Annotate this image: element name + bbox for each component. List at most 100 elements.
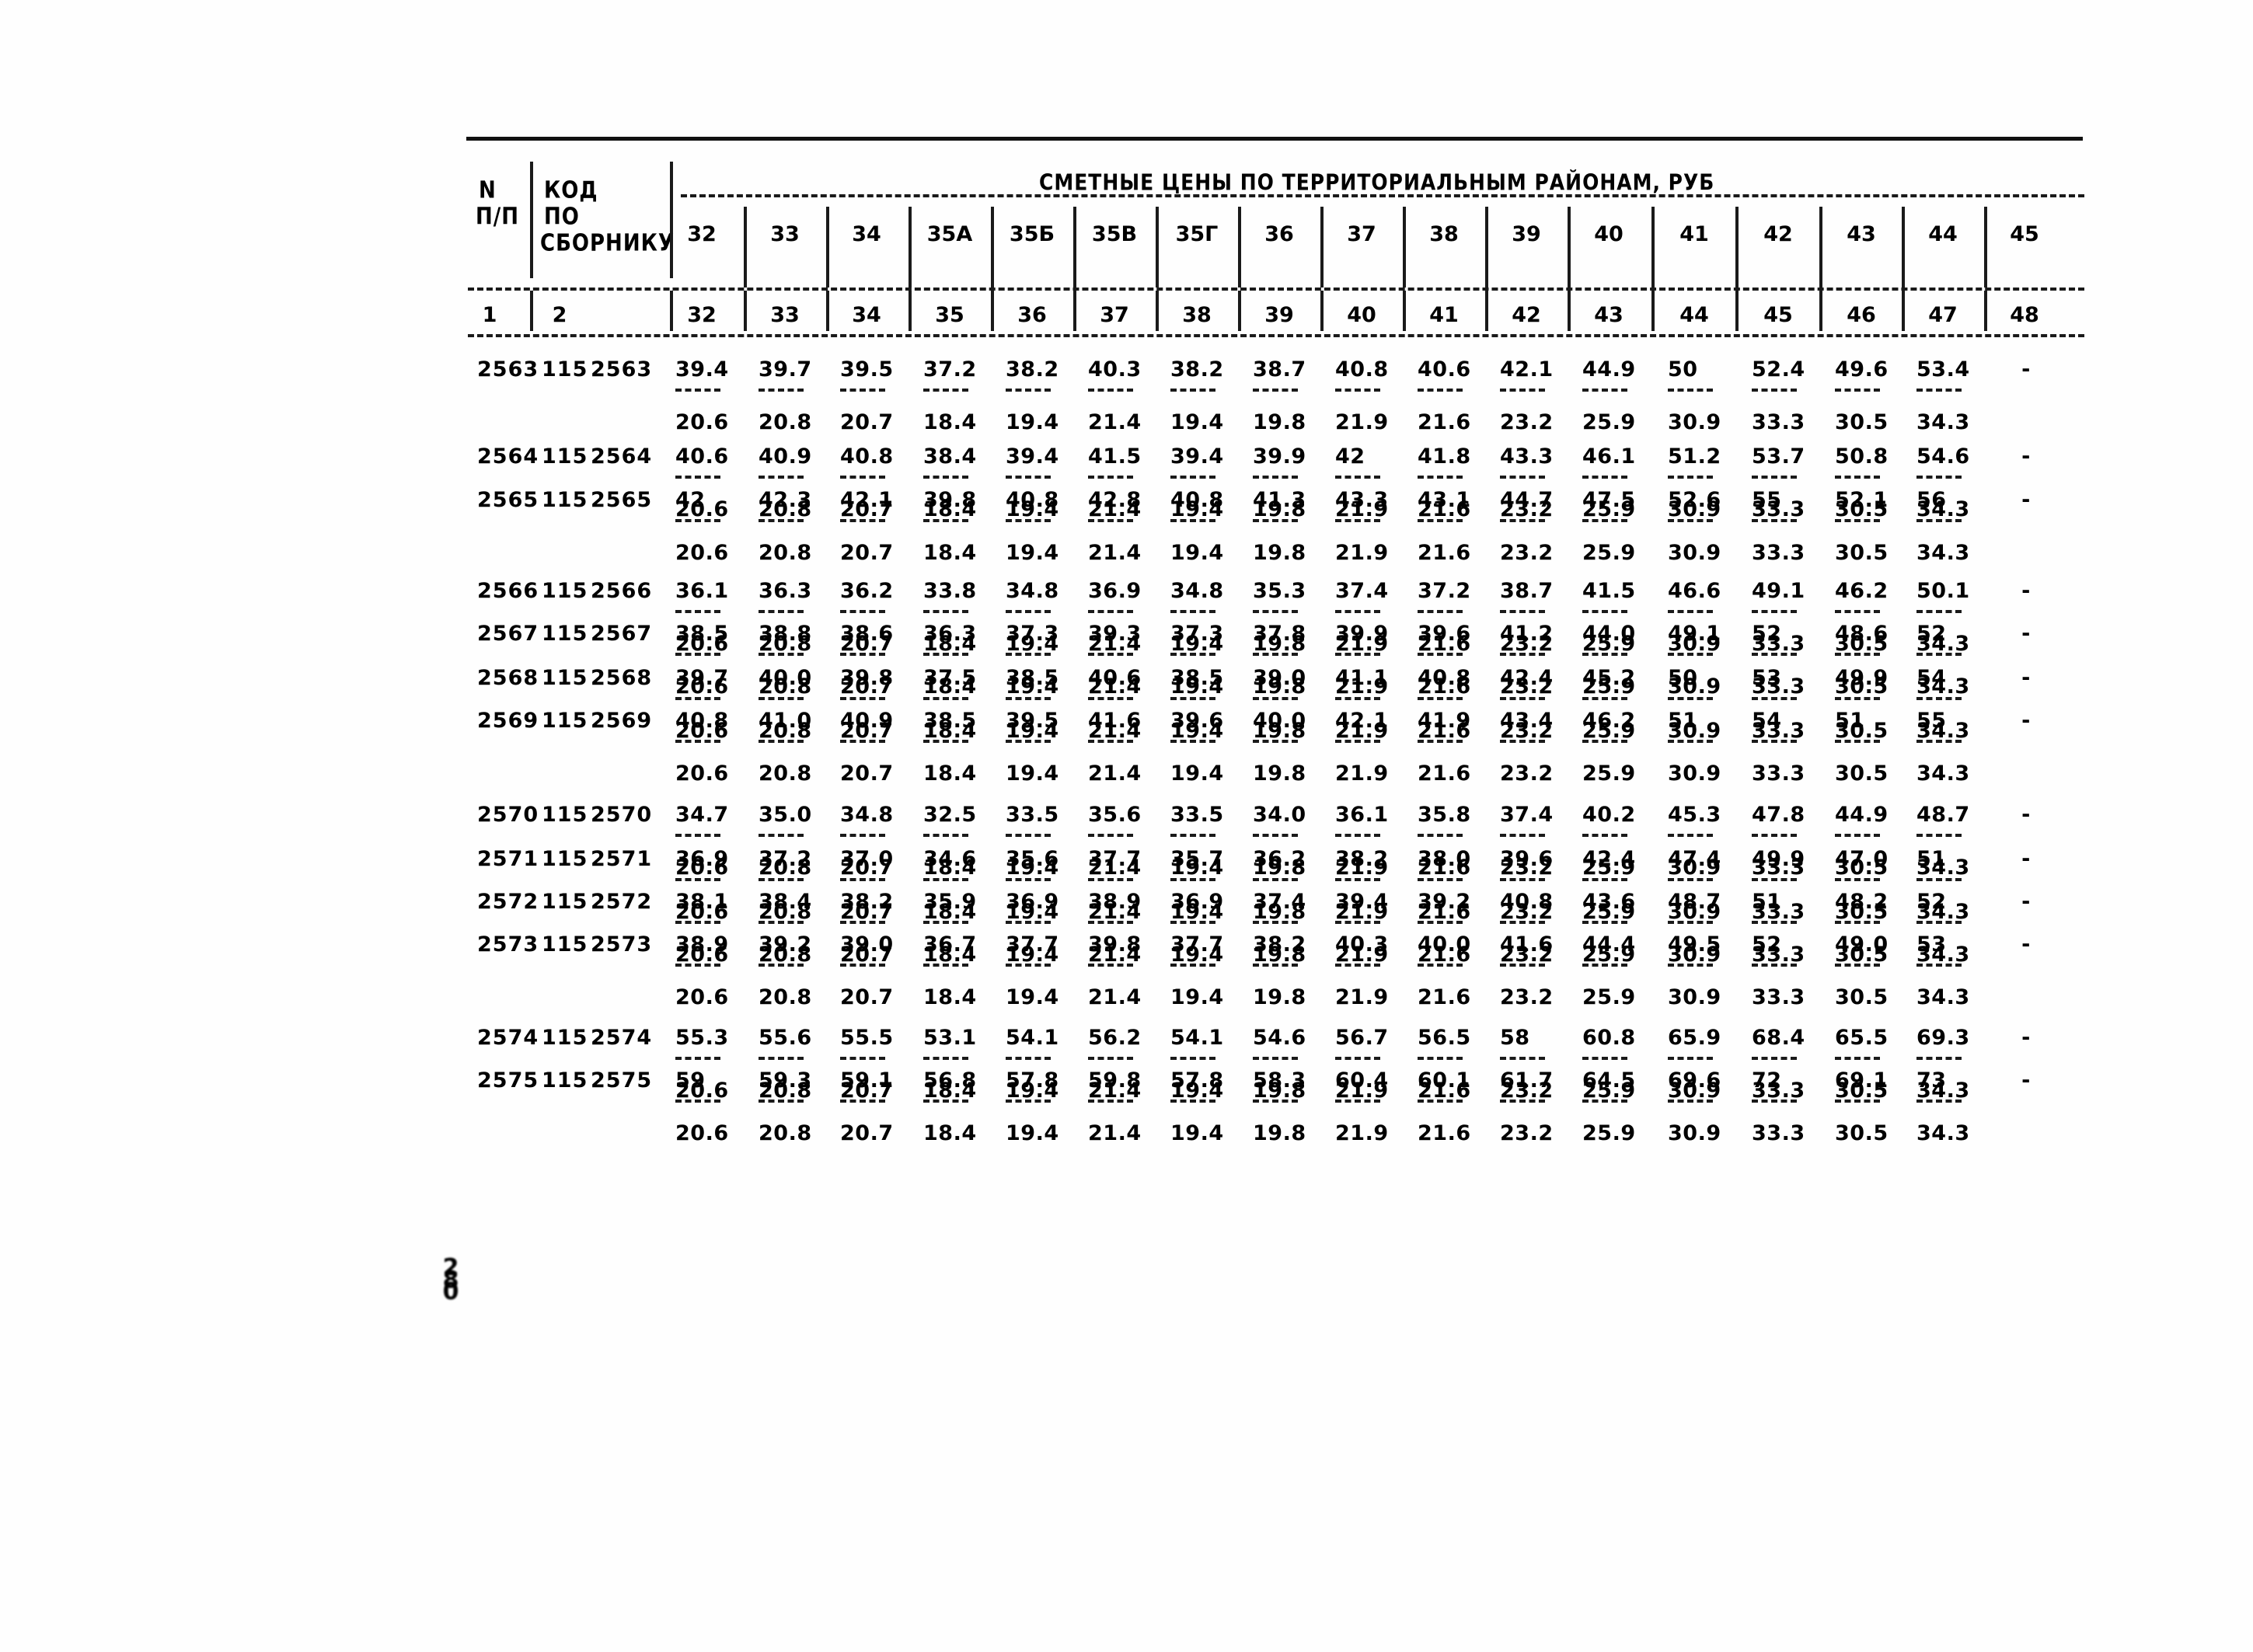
fraction-bar	[1668, 519, 1713, 522]
fraction-bar	[840, 921, 885, 924]
row-label-prefix: 115	[542, 890, 588, 914]
header-column-separator	[909, 291, 912, 331]
cell-numerator: 56.8	[923, 1068, 977, 1093]
cell-numerator: 49.1	[1752, 579, 1805, 603]
fraction-bar	[1170, 476, 1215, 479]
cell-numerator: 43.6	[1582, 890, 1636, 914]
row-label-npp: 2568	[477, 666, 539, 690]
cell-denominator: 19.4	[1170, 541, 1224, 565]
fraction-bar	[840, 389, 885, 392]
cell-denominator: 20.6	[675, 541, 729, 565]
cell-denominator: 21.4	[1088, 943, 1142, 967]
cell-denominator: 20.7	[840, 900, 894, 924]
row-label-prefix: 115	[542, 1068, 588, 1093]
fraction-bar	[1582, 878, 1627, 881]
row-label-npp: 2573	[477, 932, 539, 957]
cell-numerator: 55	[1752, 488, 1782, 512]
row-label-npp: 2571	[477, 847, 539, 871]
cell-numerator: 50.8	[1835, 444, 1889, 469]
row-label-code: 2563	[591, 357, 653, 382]
row-label-npp: 2564	[477, 444, 539, 469]
fraction-bar	[1835, 389, 1880, 392]
fraction-bar	[1088, 653, 1133, 656]
fraction-bar	[1500, 964, 1545, 967]
fraction-bar	[1170, 697, 1215, 700]
cell-numerator: 37.4	[1253, 890, 1306, 914]
header-region-code: 32	[687, 222, 717, 246]
row-empty-dash: -	[2021, 579, 2031, 603]
cell-denominator: 33.3	[1752, 900, 1805, 924]
cell-numerator: 40.8	[1170, 488, 1224, 512]
fraction-bar	[1668, 878, 1713, 881]
cell-numerator: 38.4	[923, 444, 977, 469]
fraction-bar	[1253, 697, 1298, 700]
cell-numerator: 37.3	[1006, 622, 1059, 646]
cell-denominator: 34.3	[1916, 985, 1970, 1009]
cell-numerator: 38.7	[1500, 579, 1554, 603]
cell-denominator: 20.6	[675, 943, 729, 967]
cell-numerator: 55	[1916, 709, 1947, 733]
cell-denominator: 30.9	[1668, 410, 1721, 434]
cell-denominator: 19.8	[1253, 900, 1306, 924]
cell-denominator: 21.6	[1418, 856, 1471, 880]
cell-numerator: 52.4	[1752, 357, 1805, 382]
cell-numerator: 39.7	[675, 666, 729, 690]
fraction-bar	[1006, 610, 1051, 613]
fraction-bar	[759, 697, 804, 700]
fraction-bar	[1835, 610, 1880, 613]
header-column-separator	[1403, 291, 1406, 331]
header-column-separator	[1238, 291, 1241, 331]
fraction-bar	[1335, 964, 1380, 967]
page-number-d3: 0	[442, 1278, 459, 1306]
header-column-separator	[1320, 207, 1324, 288]
cell-numerator: 54.1	[1170, 1026, 1224, 1050]
cell-numerator: 37.2	[759, 847, 812, 871]
cell-numerator: 41.5	[1582, 579, 1636, 603]
cell-numerator: 39.4	[1335, 890, 1389, 914]
cell-denominator: 30.9	[1668, 541, 1721, 565]
row-label-npp: 2574	[477, 1026, 539, 1050]
cell-denominator: 21.4	[1088, 497, 1142, 521]
cell-denominator: 30.5	[1835, 410, 1889, 434]
fraction-bar	[1752, 740, 1797, 743]
row-label-code: 2567	[591, 622, 653, 646]
cell-denominator: 21.6	[1418, 1121, 1471, 1145]
fraction-bar	[1668, 653, 1713, 656]
fraction-bar	[1335, 653, 1380, 656]
cell-numerator: 40.0	[1253, 709, 1306, 733]
fraction-bar	[1668, 1057, 1713, 1060]
fraction-bar	[840, 834, 885, 837]
header-column-separator	[744, 291, 747, 331]
cell-numerator: 68.4	[1752, 1026, 1805, 1050]
cell-denominator: 19.4	[1170, 943, 1224, 967]
cell-denominator: 20.6	[675, 1121, 729, 1145]
cell-numerator: 36.3	[759, 579, 812, 603]
cell-denominator: 33.3	[1752, 856, 1805, 880]
cell-numerator: 58.3	[1253, 1068, 1306, 1093]
fraction-bar	[923, 476, 968, 479]
cell-numerator: 41.3	[1253, 488, 1306, 512]
header-ordinal-col1: 1	[482, 303, 497, 327]
cell-denominator: 30.9	[1668, 674, 1721, 699]
header-vrule-2	[670, 162, 673, 278]
fraction-bar	[675, 740, 720, 743]
fraction-bar	[1253, 878, 1298, 881]
fraction-bar	[1335, 921, 1380, 924]
fraction-bar	[1752, 697, 1797, 700]
cell-numerator: 49.5	[1668, 932, 1721, 957]
cell-numerator: 60.4	[1335, 1068, 1389, 1093]
fraction-bar	[675, 389, 720, 392]
cell-denominator: 34.3	[1916, 719, 1970, 743]
cell-denominator: 18.4	[923, 1121, 977, 1145]
fraction-bar	[1835, 921, 1880, 924]
cell-denominator: 30.5	[1835, 762, 1889, 786]
header-column-separator	[1984, 291, 1987, 331]
cell-numerator: 41.2	[1500, 622, 1554, 646]
header-region-code: 44	[1928, 222, 1958, 246]
cell-numerator: 46.2	[1582, 709, 1636, 733]
cell-numerator: 34.8	[840, 803, 894, 827]
cell-numerator: 59	[675, 1068, 706, 1093]
cell-numerator: 40.8	[1006, 488, 1059, 512]
fraction-bar	[1170, 1100, 1215, 1103]
cell-numerator: 42	[675, 488, 706, 512]
